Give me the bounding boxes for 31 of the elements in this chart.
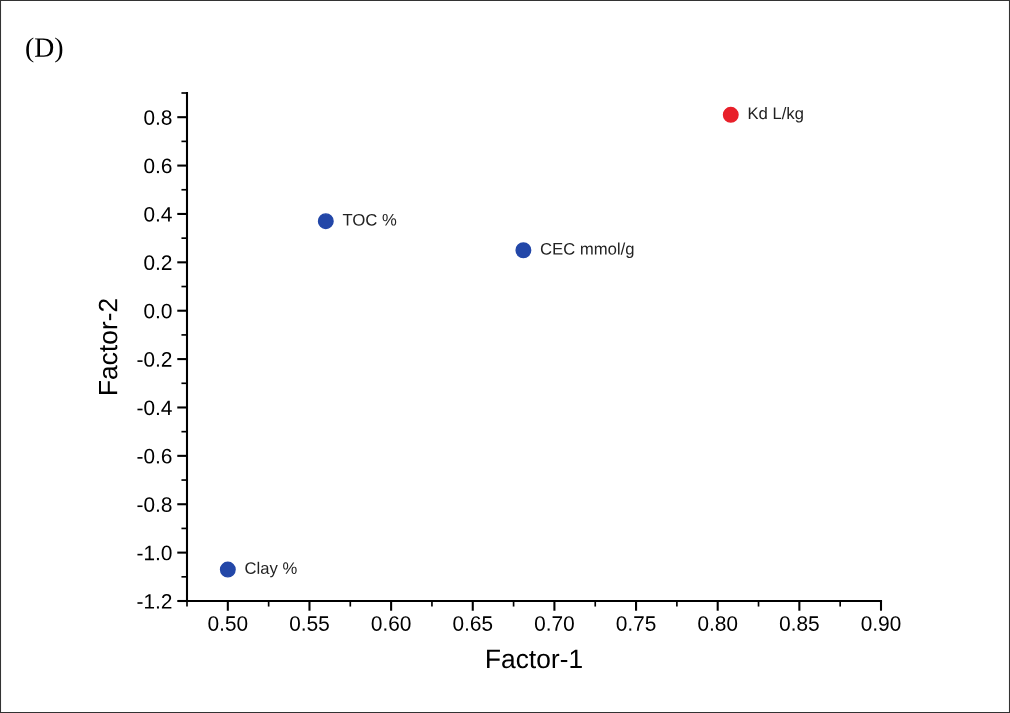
- point: [317, 213, 334, 230]
- x-tick-label: 0.60: [371, 616, 411, 631]
- y-tick-label: -1.2: [137, 594, 172, 609]
- series-label: CEC mmol/g: [540, 242, 634, 259]
- y-tick-label: 0.4: [144, 206, 172, 222]
- point: [219, 561, 236, 578]
- series-label: Kd L/kg: [748, 107, 803, 123]
- y-tick-label: -0.8: [137, 497, 172, 512]
- y-tick-label: 0.8: [144, 110, 172, 125]
- y-tick-label: -0.2: [137, 352, 172, 367]
- y-tick-label: -0.4: [137, 400, 172, 416]
- series-label: Clay %: [245, 561, 297, 578]
- y-axis-title: Factor-2: [98, 299, 118, 394]
- y-tick-label: 0.0: [144, 303, 172, 319]
- series-label: TOC %: [342, 213, 397, 226]
- y-tick-label: 0.2: [144, 255, 172, 271]
- x-tick-label: 0.55: [290, 616, 329, 631]
- point: [722, 106, 739, 123]
- y-tick-label: 0.6: [144, 158, 172, 174]
- y-tick-label: -1.0: [137, 545, 172, 561]
- x-tick-label: 0.70: [534, 616, 574, 631]
- chart-title: (D): [26, 37, 63, 63]
- x-axis-title: Factor-1: [487, 649, 582, 669]
- x-tick-label: 0.75: [616, 616, 656, 631]
- point: [515, 242, 532, 259]
- x-tick-label: 0.80: [698, 616, 738, 631]
- x-tick-label: 0.85: [779, 616, 819, 631]
- x-tick-label: 0.90: [861, 616, 901, 631]
- x-tick-label: 0.65: [453, 616, 493, 631]
- y-tick-label: -0.6: [137, 448, 172, 464]
- x-tick-label: 0.50: [208, 616, 248, 631]
